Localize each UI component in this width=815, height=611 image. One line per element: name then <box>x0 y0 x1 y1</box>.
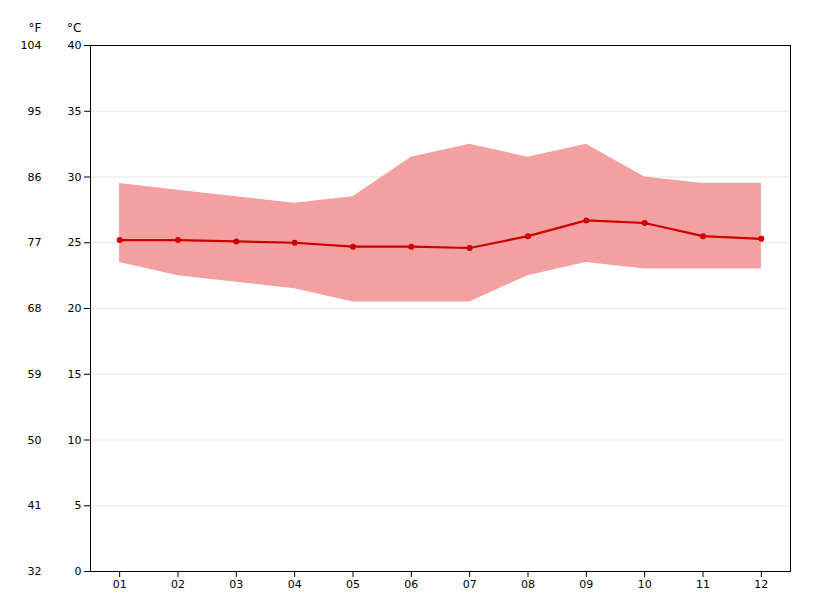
svg-text:08: 08 <box>521 578 535 591</box>
svg-text:02: 02 <box>171 578 185 591</box>
svg-text:95: 95 <box>28 105 42 118</box>
svg-text:°F: °F <box>29 21 42 35</box>
svg-text:20: 20 <box>68 302 82 315</box>
svg-text:15: 15 <box>68 368 82 381</box>
svg-text:35: 35 <box>68 105 82 118</box>
svg-text:5: 5 <box>75 499 82 512</box>
svg-text:77: 77 <box>28 236 42 249</box>
svg-text:07: 07 <box>463 578 477 591</box>
svg-text:09: 09 <box>579 578 593 591</box>
svg-text:10: 10 <box>68 434 82 447</box>
svg-text:32: 32 <box>28 565 42 578</box>
svg-text:12: 12 <box>754 578 768 591</box>
svg-text:68: 68 <box>28 302 42 315</box>
svg-text:104: 104 <box>21 39 42 52</box>
svg-text:01: 01 <box>113 578 127 591</box>
svg-text:59: 59 <box>28 368 42 381</box>
svg-text:05: 05 <box>346 578 360 591</box>
svg-text:86: 86 <box>28 171 42 184</box>
svg-text:25: 25 <box>68 236 82 249</box>
svg-text:03: 03 <box>229 578 243 591</box>
svg-text:°C: °C <box>67 21 81 35</box>
svg-text:10: 10 <box>638 578 652 591</box>
svg-text:30: 30 <box>68 171 82 184</box>
svg-text:41: 41 <box>28 499 42 512</box>
svg-text:50: 50 <box>28 434 42 447</box>
svg-text:40: 40 <box>68 39 82 52</box>
svg-text:0: 0 <box>75 565 82 578</box>
svg-text:11: 11 <box>696 578 710 591</box>
svg-text:06: 06 <box>404 578 418 591</box>
svg-text:04: 04 <box>288 578 302 591</box>
